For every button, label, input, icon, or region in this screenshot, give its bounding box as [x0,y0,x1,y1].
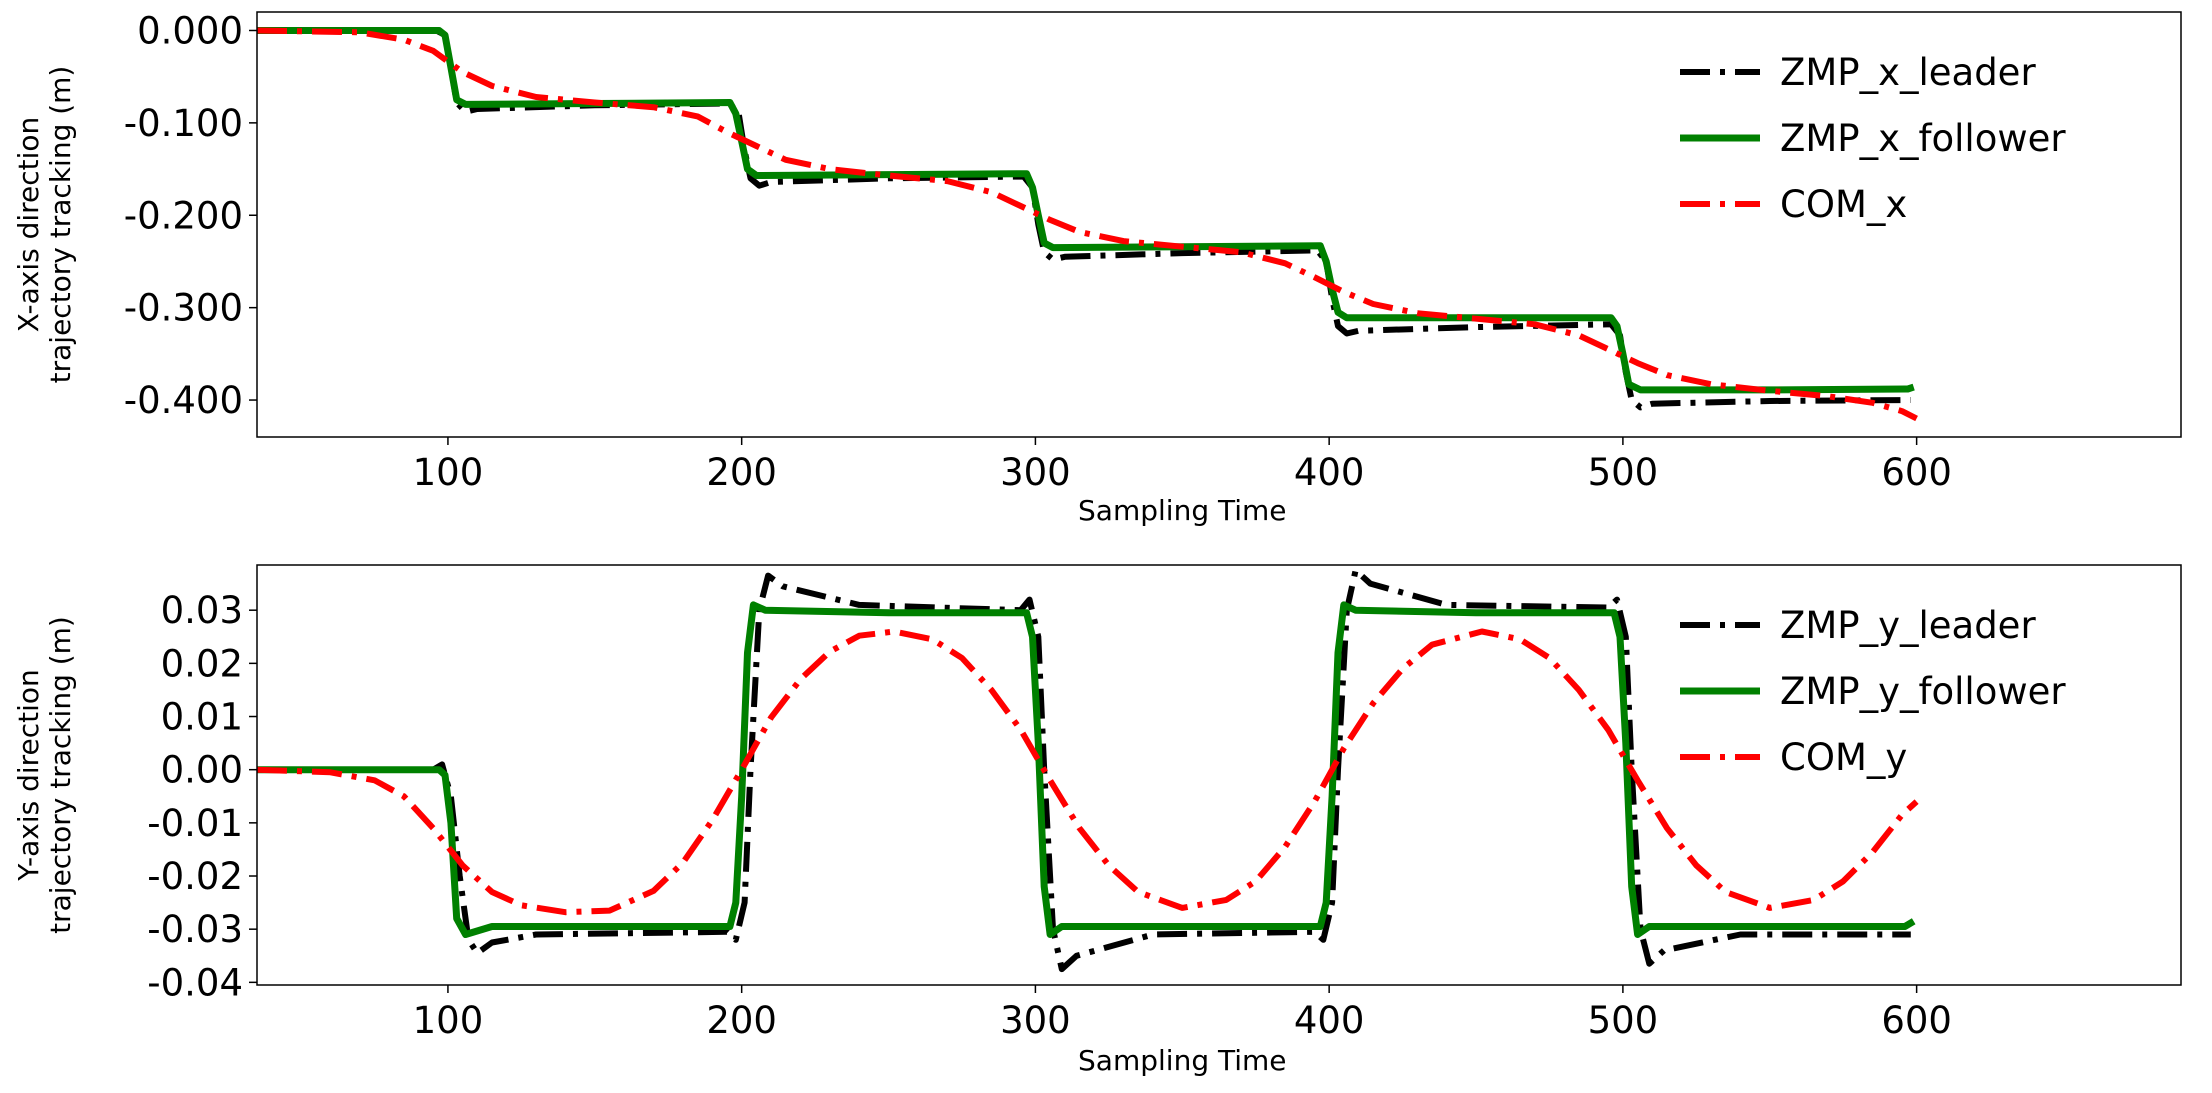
x-tick-label: 300 [1000,999,1071,1042]
y-tick-label: -0.300 [124,287,243,330]
series-group [257,567,1919,973]
x-tick-label: 600 [1881,999,1952,1042]
x-tick-label: 500 [1588,451,1659,494]
y-tick-label: -0.03 [147,908,243,951]
y-tick-label: -0.01 [147,802,243,845]
y-tick-label: -0.02 [147,855,243,898]
y-tick-label: -0.200 [124,194,243,237]
plot-frame [256,564,2182,986]
y-tick-label: 0.01 [161,696,243,739]
y-tick-label: 0.000 [137,9,243,52]
legend: ZMP_x_leader ZMP_x_follower COM_x [1680,51,2066,226]
x-tick-label: 100 [413,999,484,1042]
series-line-zmp-y-follower [257,601,1916,938]
x-axis-label: Sampling Time [1078,494,1286,527]
legend-label: COM_x [1780,183,1907,226]
y-tick-label: -0.100 [124,102,243,145]
series-group [257,27,1918,422]
y-axis-label-line2: trajectory tracking (m) [44,66,77,384]
y-tick-label: -0.04 [147,961,243,1004]
x-axis-label: Sampling Time [1078,1044,1286,1077]
x-tick-label: 600 [1881,451,1952,494]
x-tick-label: 200 [706,999,777,1042]
legend-label: ZMP_y_follower [1780,670,2066,713]
legend-label: COM_y [1780,736,1907,779]
x-tick-label: 100 [413,451,484,494]
x-trajectory-chart: 100 200 300 400 500 600 0.000 -0.100 -0.200 -0.30… [12,9,2182,527]
x-tick-label: 500 [1588,999,1659,1042]
series-line-com-x [257,27,1918,422]
y-axis-label-line2: trajectory tracking (m) [44,616,77,934]
y-axis-label-line1: Y-axis direction [12,669,45,882]
legend-label: ZMP_y_leader [1780,604,2036,647]
y-tick-label: 0.00 [161,749,243,792]
x-tick-label: 200 [706,451,777,494]
y-tick-label: 0.03 [161,589,243,632]
y-tick-label: -0.400 [124,379,243,422]
legend-label: ZMP_x_follower [1780,117,2066,160]
series-line-com-y [257,628,1919,916]
x-tick-label: 400 [1294,451,1365,494]
x-tick-label: 300 [1000,451,1071,494]
plot-frame [256,11,2182,438]
legend: ZMP_y_leader ZMP_y_follower COM_y [1680,604,2066,779]
legend-label: ZMP_x_leader [1780,51,2036,94]
y-axis-label-line1: X-axis direction [12,117,45,333]
x-tick-label: 400 [1294,999,1365,1042]
series-line-zmp-x-follower [257,27,1915,394]
y-tick-label: 0.02 [161,642,243,685]
y-trajectory-chart: 100 200 300 400 500 600 0.03 0.02 0.01 0.00 -0.01 -… [12,564,2182,1077]
series-line-zmp-y-leader [257,567,1911,973]
